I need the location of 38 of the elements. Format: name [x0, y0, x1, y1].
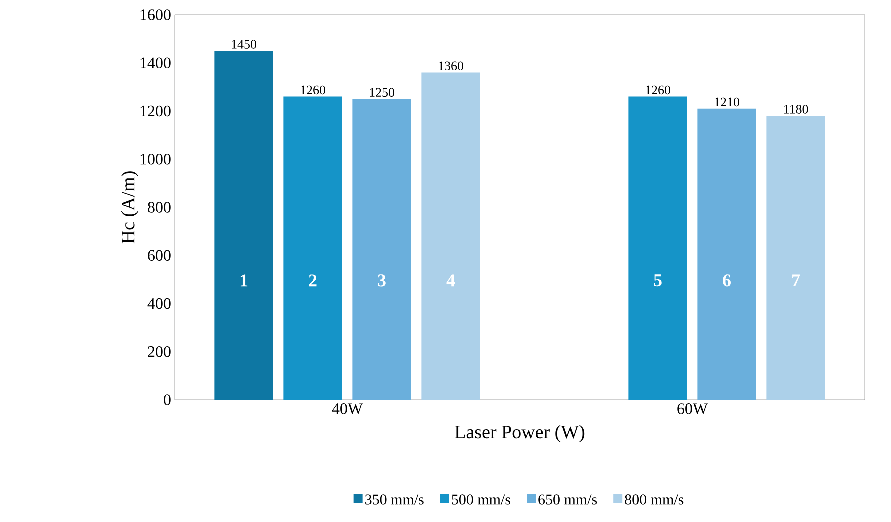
data-label: 1250 [370, 88, 395, 98]
data-label: 1360 [439, 62, 464, 71]
x-tick-label: 60W [678, 404, 708, 414]
data-label: 1450 [232, 40, 257, 49]
data-label: 1260 [301, 86, 326, 95]
bar [284, 96, 342, 400]
bar [628, 96, 688, 400]
bar [422, 72, 480, 400]
x-tick-label: 40W [332, 404, 364, 414]
annotation: 4 [446, 274, 456, 287]
y-tick-label: 600 [148, 250, 171, 262]
bar [698, 108, 756, 400]
legend-label: 350 mm/s [366, 494, 424, 505]
annotation: 2 [309, 274, 317, 287]
data-label: 1210 [715, 98, 740, 107]
annotation: 6 [723, 274, 731, 287]
annotation: 5 [654, 274, 662, 287]
legend-label: 800 mm/s [625, 494, 684, 505]
x-axis-title: Laser Power (W) [455, 425, 585, 443]
annotation: 1 [240, 274, 248, 287]
legend-label: 650 mm/s [538, 494, 598, 505]
bar [352, 99, 412, 400]
bar [766, 116, 826, 400]
data-label: 1260 [646, 86, 671, 95]
annotation: 3 [378, 274, 386, 287]
y-tick-label: 400 [148, 298, 171, 310]
y-tick-label: 800 [148, 202, 171, 213]
legend-label: 500 mm/s [452, 494, 510, 505]
y-tick-label: 1200 [140, 106, 171, 117]
y-tick-label: 1600 [140, 10, 171, 20]
bar [214, 51, 274, 400]
y-tick-label: 200 [148, 346, 171, 358]
y-axis-title: Hc (A/m) [121, 172, 139, 244]
annotation: 7 [792, 274, 800, 287]
y-tick-label: 0 [164, 394, 171, 406]
y-tick-label: 1000 [140, 154, 171, 165]
y-tick-label: 1400 [140, 58, 171, 69]
data-label: 1180 [784, 105, 808, 114]
